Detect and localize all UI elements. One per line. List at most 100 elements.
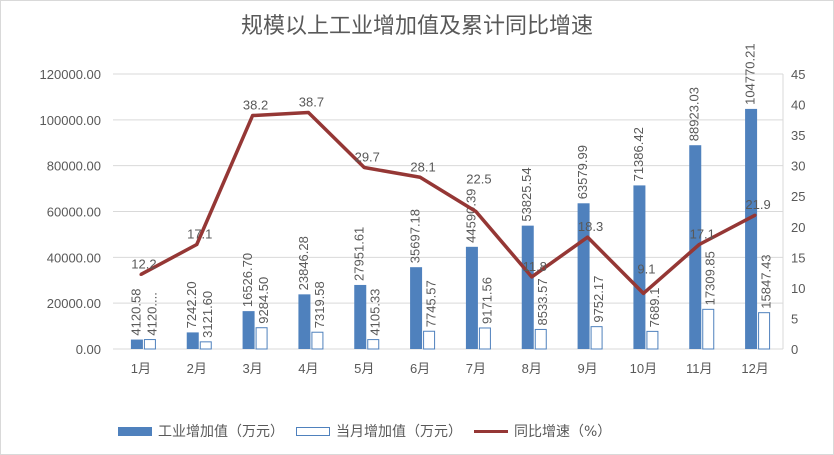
data-label-cumulative: 104770.21 — [743, 43, 758, 104]
legend-label: 工业增加值（万元） — [158, 424, 284, 440]
data-label-growth: 21.9 — [745, 197, 770, 212]
bar-cumulative — [521, 225, 534, 349]
legend-swatch-line — [474, 429, 508, 433]
data-label-monthly: 7319.58 — [312, 281, 327, 328]
y-right-tick-label: 35 — [791, 128, 805, 143]
x-tick-label: 11月 — [686, 361, 713, 376]
data-label-monthly: 7745.57 — [424, 280, 439, 327]
legend: 工业增加值（万元） 当月增加值（万元） 同比增速（%） — [118, 421, 623, 441]
growth-point — [641, 291, 645, 295]
bar-cumulative — [354, 284, 367, 349]
legend-label: 同比增速（%） — [514, 424, 612, 440]
growth-point — [418, 175, 422, 179]
growth-point — [530, 275, 534, 279]
chart-title: 规模以上工业增加值及累计同比增速 — [240, 14, 593, 39]
bar-monthly — [367, 339, 380, 350]
bar-monthly — [143, 339, 156, 350]
x-tick-label: 4月 — [298, 361, 318, 376]
bar-cumulative — [130, 339, 143, 349]
bar-monthly — [199, 341, 212, 350]
x-tick-label: 6月 — [410, 361, 430, 376]
x-tick-label: 10月 — [630, 361, 657, 376]
y-right-tick-label: 40 — [791, 98, 805, 113]
legend-item-monthly: 当月增加值（万元） — [296, 421, 462, 441]
data-label-growth: 9.1 — [637, 261, 655, 276]
y-left-tick-label: 60000.00 — [47, 205, 101, 220]
y-right-tick-label: 15 — [791, 250, 805, 265]
bar-monthly — [255, 327, 268, 350]
legend-swatch-filled-bar — [118, 426, 152, 436]
data-label-growth: 29.7 — [355, 150, 380, 165]
y-left-tick-label: 0.00 — [76, 342, 101, 357]
bar-monthly — [702, 308, 715, 350]
bar-cumulative — [186, 332, 199, 349]
data-label-cumulative: 16526.70 — [240, 253, 255, 307]
legend-label: 当月增加值（万元） — [336, 424, 462, 440]
x-tick-label: 8月 — [522, 361, 542, 376]
data-label-monthly: 17309.85 — [703, 251, 718, 305]
y-right-tick-label: 30 — [791, 159, 805, 174]
y-left-tick-label: 80000.00 — [47, 159, 101, 174]
growth-point — [474, 210, 478, 213]
x-tick-label: 12月 — [741, 361, 768, 376]
y-left-tick-label: 20000.00 — [47, 296, 101, 311]
growth-point — [697, 243, 701, 246]
legend-item-growth: 同比增速（%） — [474, 421, 611, 441]
data-label-monthly: 9752.17 — [591, 276, 606, 323]
data-label-cumulative: 71386.42 — [631, 127, 646, 181]
x-tick-label: 5月 — [354, 361, 374, 376]
x-tick-label: 3月 — [242, 361, 262, 376]
data-label-growth: 17.1 — [690, 227, 715, 242]
growth-point — [586, 235, 590, 239]
data-label-cumulative: 4120.58 — [128, 289, 143, 336]
bar-monthly — [311, 331, 324, 350]
growth-point — [251, 114, 255, 118]
bar-cumulative — [242, 311, 255, 349]
data-label-monthly: 7689.1 — [647, 288, 662, 328]
growth-line — [140, 110, 756, 296]
data-label-monthly: 3121.60 — [200, 291, 215, 338]
growth-point — [139, 272, 143, 276]
data-label-growth: 38.2 — [243, 98, 268, 113]
data-label-growth: 11.8 — [523, 259, 547, 274]
data-label-cumulative: 88923.03 — [687, 87, 702, 141]
bar-monthly — [758, 312, 771, 350]
growth-point — [753, 213, 757, 217]
growth-point — [195, 243, 199, 246]
x-tick-label: 7月 — [466, 361, 486, 376]
y-left-tick-label: 40000.00 — [47, 250, 101, 265]
data-label-cumulative: 7242.20 — [184, 281, 199, 328]
data-label-cumulative: 63579.99 — [575, 145, 590, 199]
data-label-monthly: 9171.56 — [479, 277, 494, 324]
data-label-monthly: 4105.33 — [368, 289, 383, 336]
bar-monthly — [478, 327, 491, 350]
data-label-monthly: 8533.57 — [535, 278, 550, 325]
data-label-cumulative: 35697.18 — [408, 209, 423, 263]
y-right-tick-label: 20 — [791, 220, 805, 235]
x-tick-label: 1月 — [131, 361, 151, 376]
bar-cumulative — [745, 108, 758, 349]
data-label-monthly: 4120.... — [144, 292, 159, 335]
y-right-tick-label: 25 — [791, 189, 805, 204]
bar-cumulative — [633, 185, 646, 349]
data-label-cumulative: 27951.61 — [352, 227, 367, 281]
bar-cumulative — [465, 246, 478, 349]
data-label-growth: 22.5 — [466, 172, 491, 187]
y-left-tick-label: 100000.00 — [40, 113, 101, 128]
data-label-cumulative: 44590.39 — [463, 189, 478, 243]
data-label-cumulative: 23846.28 — [296, 236, 311, 290]
data-label-monthly: 15847.43 — [759, 254, 774, 308]
data-label-growth: 38.7 — [299, 95, 324, 110]
bar-monthly — [590, 326, 603, 350]
data-label-growth: 18.3 — [578, 219, 603, 234]
data-label-cumulative: 53825.54 — [519, 167, 534, 221]
bar-cumulative — [410, 267, 423, 349]
y-right-tick-label: 0 — [791, 342, 798, 357]
bar-monthly — [534, 328, 547, 350]
bar-monthly — [646, 330, 659, 350]
y-right-tick-label: 10 — [791, 281, 805, 296]
legend-swatch-hollow-bar — [296, 426, 330, 436]
legend-item-cumulative: 工业增加值（万元） — [118, 421, 284, 441]
data-label-monthly: 9284.50 — [256, 277, 271, 324]
